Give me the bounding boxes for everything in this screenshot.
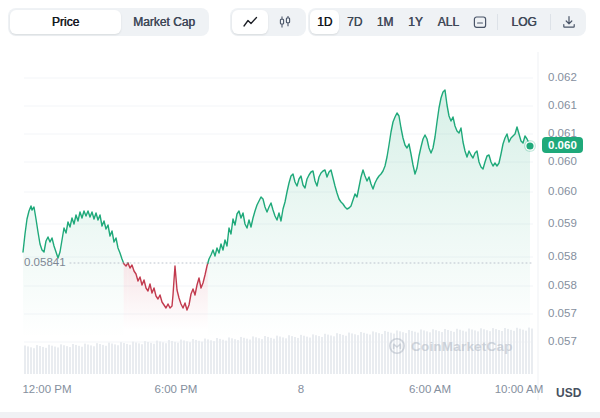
range-1m[interactable]: 1M bbox=[370, 10, 400, 34]
chart-type-toggle bbox=[230, 8, 306, 36]
range-1y[interactable]: 1Y bbox=[400, 10, 430, 34]
currency-unit-label: USD bbox=[556, 386, 581, 400]
watermark-text: CoinMarketCap bbox=[411, 339, 513, 354]
coinmarketcap-logo-icon bbox=[388, 337, 406, 355]
tab-market-cap[interactable]: Market Cap bbox=[121, 10, 207, 34]
date-range-button[interactable] bbox=[466, 10, 493, 34]
price-chart-widget: PriceMarket Cap 1D7D1M1YALL LOG 0.05841 0… bbox=[0, 0, 600, 418]
y-axis-label: 0.057 bbox=[548, 335, 577, 347]
current-price-badge: 0.060 bbox=[542, 137, 583, 153]
download-button[interactable] bbox=[555, 10, 584, 34]
x-axis-label: 6:00 PM bbox=[155, 383, 198, 395]
y-axis-label: 0.057 bbox=[548, 307, 577, 319]
baseline-price-label: 0.05841 bbox=[24, 256, 66, 268]
download-icon bbox=[562, 15, 576, 29]
price-chart[interactable] bbox=[0, 0, 600, 418]
range-all[interactable]: ALL bbox=[431, 10, 466, 34]
y-axis-label: 0.062 bbox=[548, 71, 577, 83]
metric-toggle: PriceMarket Cap bbox=[8, 8, 209, 36]
x-axis-label: 10:00 AM bbox=[495, 383, 544, 395]
log-scale-button[interactable]: LOG bbox=[502, 10, 545, 34]
coinmarketcap-watermark: CoinMarketCap bbox=[388, 337, 513, 355]
x-axis-label: 8 bbox=[298, 383, 304, 395]
y-axis-label: 0.061 bbox=[548, 99, 577, 111]
candlestick-chart-icon bbox=[278, 15, 292, 29]
chart-type-line[interactable] bbox=[232, 10, 268, 34]
range-7d[interactable]: 7D bbox=[339, 10, 369, 34]
range-1d[interactable]: 1D bbox=[310, 10, 339, 34]
divider bbox=[497, 14, 498, 30]
x-axis-label: 12:00 PM bbox=[22, 383, 71, 395]
tab-price[interactable]: Price bbox=[10, 10, 121, 34]
divider bbox=[550, 14, 551, 30]
line-chart-icon bbox=[243, 16, 258, 28]
y-axis-label: 0.060 bbox=[548, 155, 577, 167]
y-axis-label: 0.059 bbox=[548, 217, 577, 229]
chart-type-candlestick[interactable] bbox=[268, 10, 302, 34]
range-toggle: 1D7D1M1YALL LOG bbox=[308, 8, 586, 36]
calendar-icon bbox=[473, 15, 487, 29]
y-axis-label: 0.058 bbox=[548, 279, 577, 291]
bottom-divider bbox=[0, 412, 600, 418]
y-axis-label: 0.060 bbox=[548, 185, 577, 197]
x-axis-label: 6:00 AM bbox=[409, 383, 451, 395]
y-axis-label: 0.058 bbox=[548, 250, 577, 262]
